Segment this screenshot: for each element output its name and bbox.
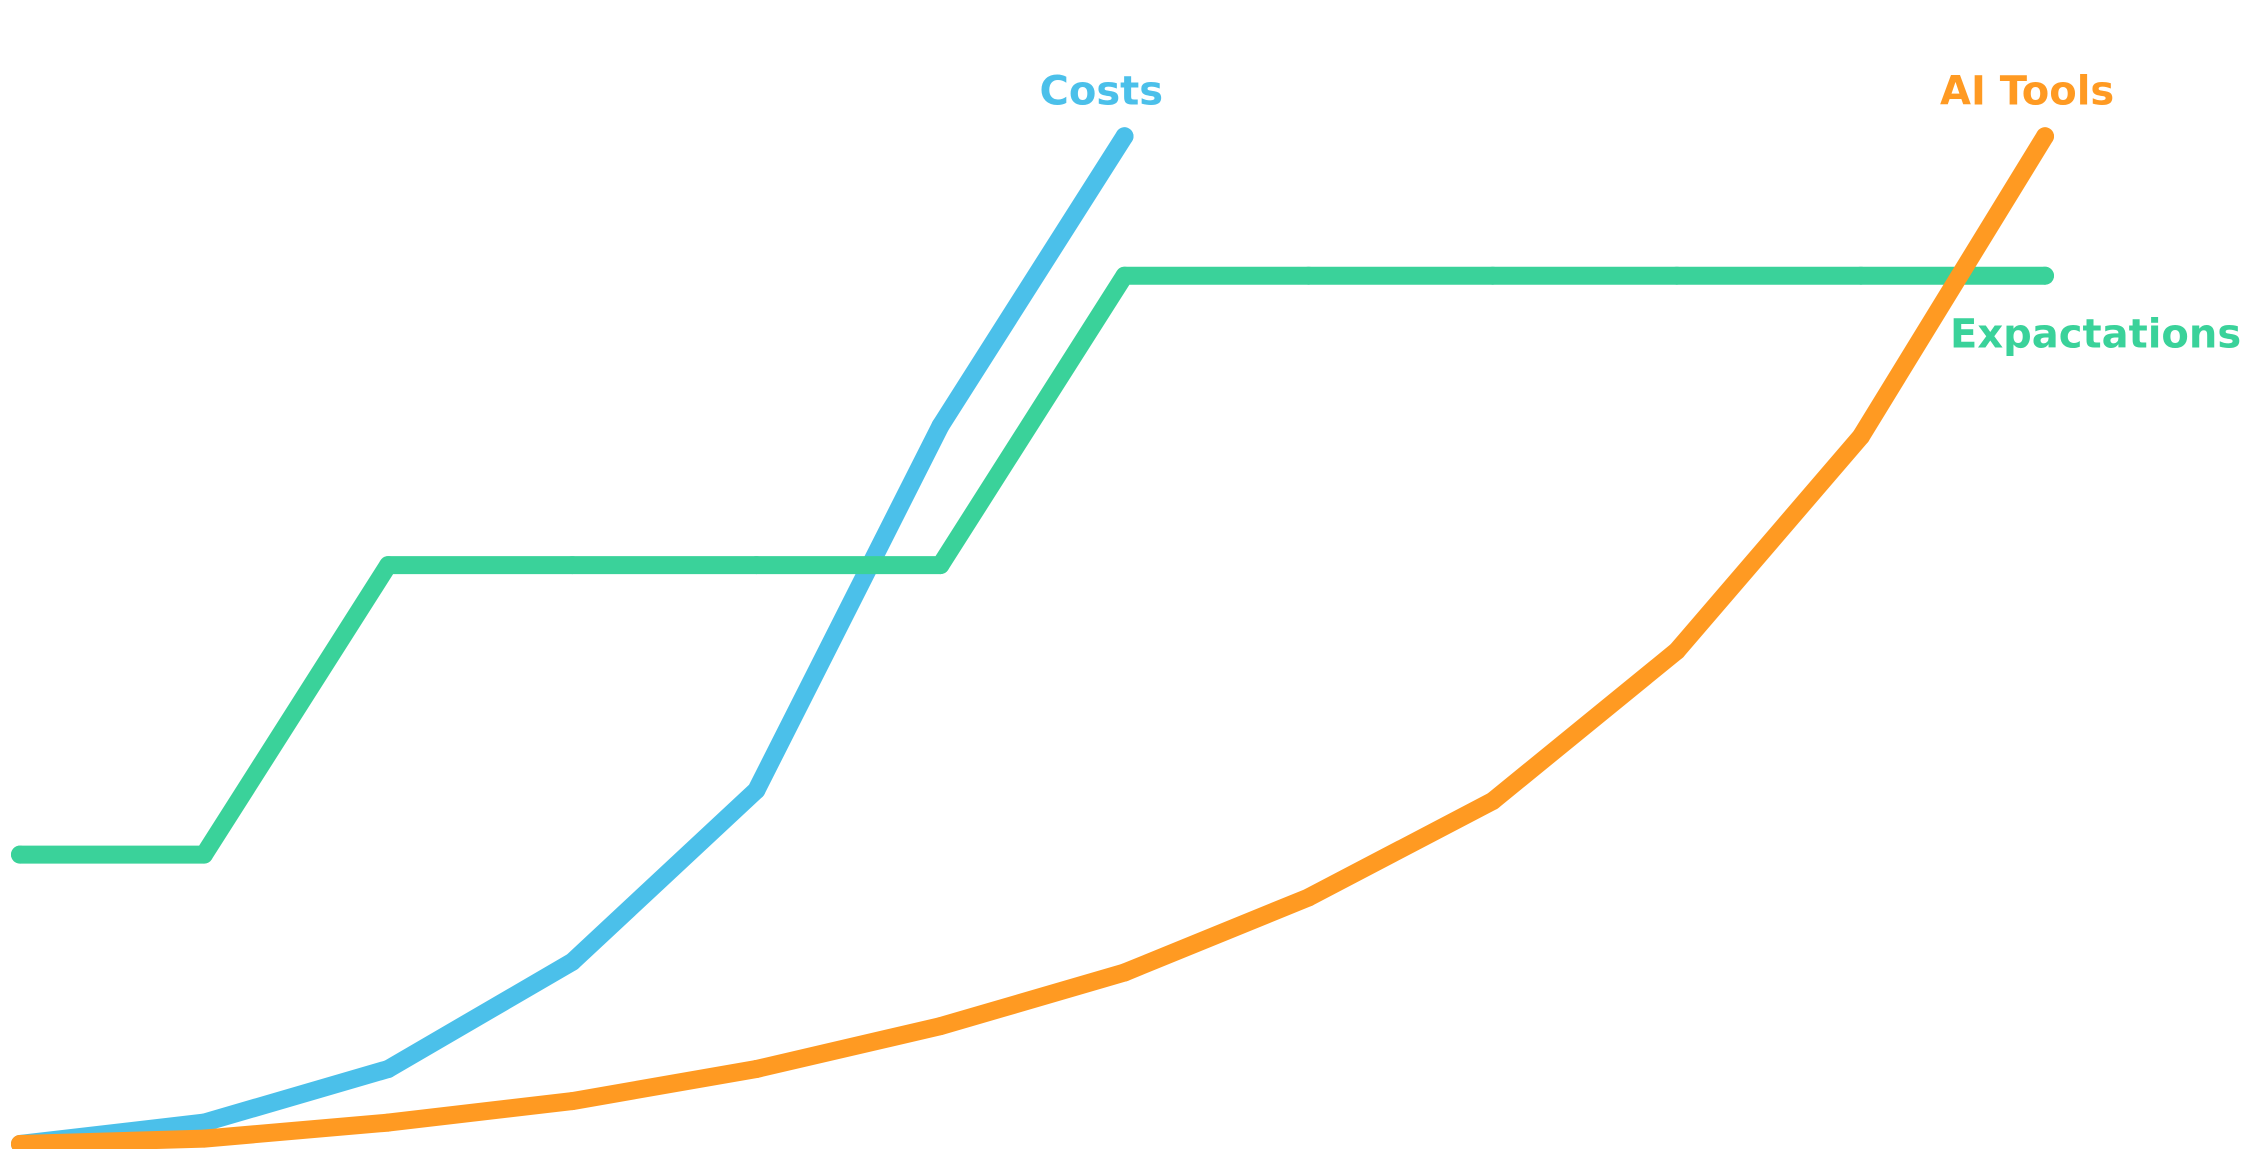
data-point-costs-5 [931,416,950,435]
data-point-ai-tools-9 [1667,641,1686,660]
data-point-ai-tools-11 [2036,127,2054,146]
data-point-ai-tools-3 [563,1092,582,1111]
data-point-expactations-0 [11,845,29,864]
data-point-expactations-2 [379,556,398,575]
data-point-ai-tools-0 [11,1135,29,1149]
data-point-costs-1 [195,1113,214,1132]
series-layer [11,127,2054,1149]
series-line-costs [11,127,1134,1149]
data-point-expactations-4 [747,556,766,575]
data-point-ai-tools-1 [195,1129,214,1148]
data-point-expactations-1 [195,845,214,864]
data-point-ai-tools-7 [1299,888,1318,907]
data-point-expactations-5 [931,556,950,575]
data-point-ai-tools-2 [379,1113,398,1132]
legend-label-expactations: Expactations [1950,312,2241,358]
series-line-expactations [11,266,2054,864]
legend-label-ai-tools: AI Tools [1940,68,2114,114]
data-point-ai-tools-5 [931,1017,950,1036]
data-point-ai-tools-4 [747,1060,766,1078]
data-point-expactations-10 [1851,266,1870,285]
data-point-costs-6 [1115,127,1134,146]
data-point-expactations-6 [1115,266,1134,285]
data-point-ai-tools-8 [1483,792,1502,810]
data-point-costs-2 [379,1060,398,1078]
data-point-expactations-7 [1299,266,1318,285]
data-point-costs-4 [747,781,766,800]
label-layer: Costs Expactations AI Tools [1040,68,2242,357]
data-point-ai-tools-6 [1115,963,1134,982]
legend-label-costs: Costs [1040,68,1164,114]
data-point-expactations-8 [1483,266,1502,285]
data-point-expactations-9 [1667,266,1686,285]
data-point-ai-tools-10 [1851,427,1870,446]
data-point-costs-3 [563,952,582,971]
series-line-ai-tools [11,127,2054,1149]
data-point-expactations-3 [563,556,582,575]
data-point-expactations-11 [2036,266,2054,285]
